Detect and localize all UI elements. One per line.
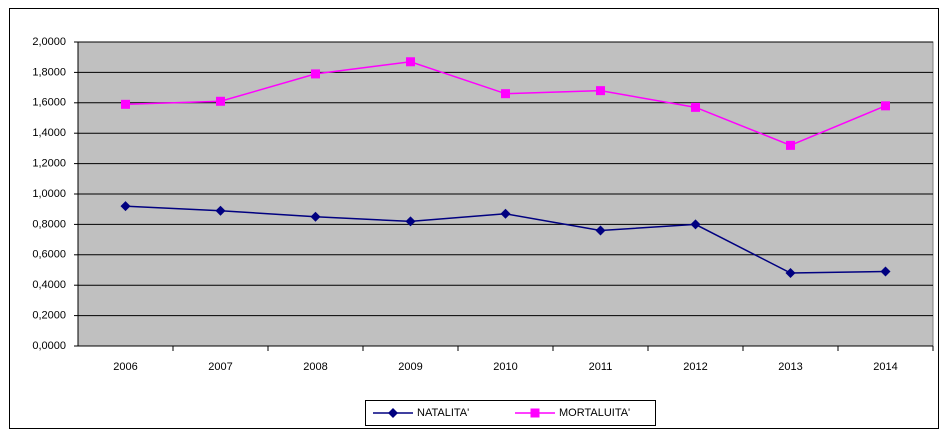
legend-box <box>365 400 656 426</box>
x-tick-label: 2014 <box>873 361 897 373</box>
point <box>595 225 606 236</box>
point <box>785 268 796 279</box>
point <box>406 57 415 67</box>
point <box>405 216 416 227</box>
legend-label: NATALITA' <box>417 407 469 419</box>
x-tick-label: 2013 <box>778 361 802 373</box>
legend-label: MORTALUITA' <box>559 407 630 419</box>
y-tick-label: 0,2000 <box>32 310 66 322</box>
y-tick-label: 1,6000 <box>32 97 66 109</box>
legend-marker <box>530 408 540 418</box>
y-tick-label: 0,6000 <box>32 249 66 261</box>
point <box>691 102 700 112</box>
y-tick-label: 1,8000 <box>32 66 66 78</box>
y-tick-label: 2,0000 <box>32 36 66 48</box>
x-tick-label: 2007 <box>208 361 232 373</box>
point <box>500 208 511 219</box>
point <box>596 86 605 96</box>
x-tick-label: 2006 <box>113 361 137 373</box>
y-tick-label: 1,4000 <box>32 127 66 139</box>
point <box>120 201 131 212</box>
point <box>501 89 510 99</box>
x-tick-label: 2010 <box>493 361 517 373</box>
y-tick-label: 0,8000 <box>32 218 66 230</box>
point <box>121 99 130 109</box>
legend-marker <box>388 408 398 418</box>
x-tick-label: 2011 <box>589 361 613 373</box>
point <box>311 69 320 79</box>
x-tick-label: 2012 <box>683 361 707 373</box>
y-tick-label: 1,2000 <box>32 158 66 170</box>
y-tick-label: 0,4000 <box>32 279 66 291</box>
point <box>310 211 321 222</box>
point <box>880 266 891 277</box>
point <box>215 205 226 216</box>
x-tick-label: 2008 <box>303 361 327 373</box>
y-tick-label: 1,0000 <box>32 188 66 200</box>
x-tick-label: 2009 <box>398 361 422 373</box>
point <box>881 101 890 111</box>
point <box>786 140 795 150</box>
point <box>216 96 225 106</box>
y-tick-label: 0,0000 <box>32 340 66 352</box>
point <box>690 219 701 230</box>
